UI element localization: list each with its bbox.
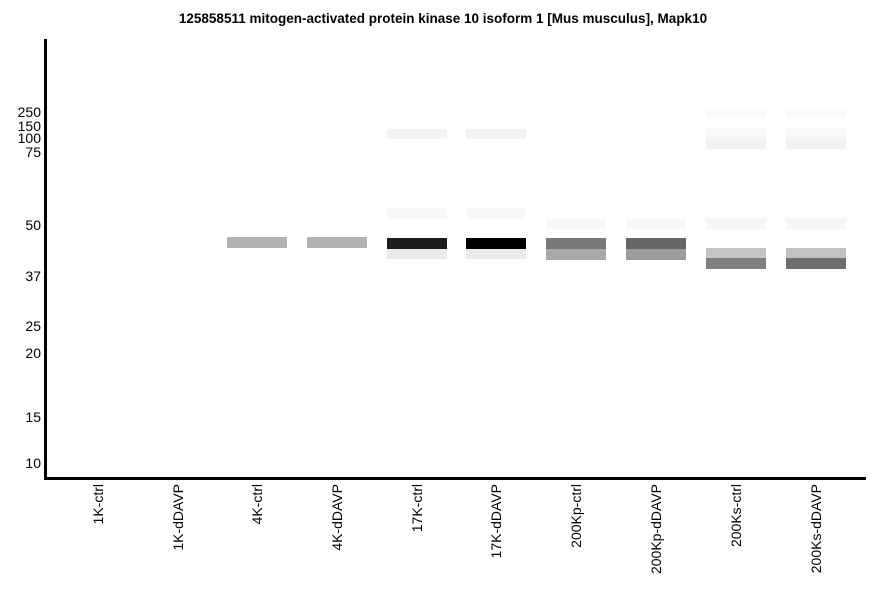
gel-band — [387, 208, 447, 219]
y-axis-tick-label: 100 — [17, 130, 41, 146]
figure-title: 125858511 mitogen-activated protein kina… — [178, 11, 708, 26]
gel-band — [786, 139, 846, 149]
lane-label: 200Kp-ctrl — [568, 484, 584, 548]
gel-band — [626, 238, 686, 249]
y-axis-tick-label: 25 — [25, 318, 41, 334]
x-axis-line — [44, 477, 866, 480]
lane-label: 200Ks-dDAVP — [808, 484, 824, 574]
y-axis-tick-label: 15 — [25, 409, 41, 425]
lane-label: 4K-dDAVP — [329, 484, 345, 551]
gel-band — [546, 219, 606, 229]
lane-label: 1K-dDAVP — [170, 484, 186, 551]
gel-band — [466, 238, 526, 249]
gel-band — [706, 128, 766, 139]
lane-label: 17K-dDAVP — [488, 484, 504, 559]
gel-band — [546, 238, 606, 249]
gel-band — [387, 129, 447, 139]
gel-band — [626, 219, 686, 229]
y-axis-tick-label: 20 — [25, 345, 41, 361]
lane-label: 200Ks-ctrl — [728, 484, 744, 548]
gel-band — [706, 258, 766, 269]
gel-band — [307, 237, 367, 248]
gel-band — [786, 248, 846, 258]
gel-band — [786, 128, 846, 139]
y-axis-tick-label: 37 — [25, 268, 41, 284]
gel-band — [706, 139, 766, 149]
gel-band — [466, 249, 526, 259]
lane-label: 4K-ctrl — [249, 484, 265, 525]
gel-band — [786, 218, 846, 229]
gel-band — [706, 248, 766, 258]
lane-label: 17K-ctrl — [409, 484, 425, 533]
lane-label: 1K-ctrl — [90, 484, 106, 525]
gel-band — [706, 108, 766, 118]
gel-band — [227, 237, 287, 248]
gel-band — [786, 258, 846, 269]
gel-band — [387, 238, 447, 249]
gel-band — [466, 208, 526, 219]
y-axis-tick-label: 150 — [17, 118, 41, 134]
gel-band — [626, 249, 686, 260]
gel-band — [786, 108, 846, 118]
y-axis-tick-label: 50 — [25, 217, 41, 233]
y-axis-tick-label: 10 — [25, 455, 41, 471]
lane-label: 200Kp-dDAVP — [648, 484, 664, 575]
y-axis-line — [44, 39, 47, 480]
gel-band — [466, 129, 526, 139]
gel-band — [546, 249, 606, 260]
gel-band — [706, 218, 766, 229]
gel-band — [387, 249, 447, 259]
y-axis-tick-label: 250 — [17, 104, 41, 120]
y-axis-tick-label: 75 — [25, 144, 41, 160]
